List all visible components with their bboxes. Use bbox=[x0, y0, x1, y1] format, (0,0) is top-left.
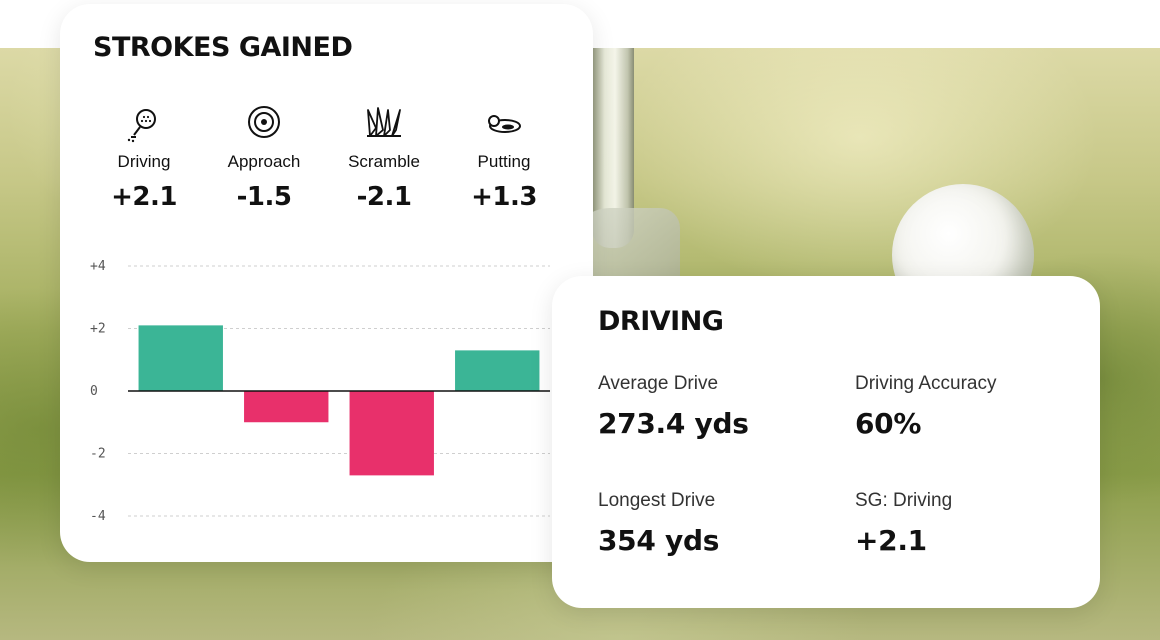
category-putting: Putting +1.3 bbox=[449, 104, 559, 212]
category-value: -1.5 bbox=[236, 182, 292, 212]
stat-label: SG: Driving bbox=[855, 490, 953, 511]
bar-chart: +4 +2 0 -2 -4 bbox=[90, 259, 550, 524]
stat-value: 354 yds bbox=[598, 524, 720, 557]
stat-sg-driving: SG: Driving +2.1 bbox=[855, 490, 952, 557]
y-tick-label: +2 bbox=[90, 322, 106, 337]
driving-title: DRIVING bbox=[598, 306, 724, 337]
strokes-gained-card: STROKES GAINED Driving +2.1 bbox=[60, 4, 593, 562]
category-driving: Driving +2.1 bbox=[89, 104, 199, 212]
stat-label: Longest Drive bbox=[598, 490, 716, 511]
bar-putting bbox=[455, 350, 540, 391]
stat-longest-drive: Longest Drive 354 yds bbox=[598, 490, 719, 557]
bar-driving bbox=[138, 325, 223, 391]
putting-hole-icon bbox=[484, 104, 524, 144]
stat-value: +2.1 bbox=[855, 524, 927, 557]
target-icon bbox=[244, 104, 284, 144]
category-value: +1.3 bbox=[471, 182, 537, 212]
stat-label: Driving Accuracy bbox=[855, 373, 997, 394]
strokes-gained-chart: +4 +2 0 -2 -4 bbox=[90, 254, 560, 539]
category-value: +2.1 bbox=[111, 182, 177, 212]
strokes-gained-title: STROKES GAINED bbox=[93, 32, 353, 63]
category-value: -2.1 bbox=[356, 182, 412, 212]
stat-average-drive: Average Drive 273.4 yds bbox=[598, 373, 749, 440]
category-label: Driving bbox=[117, 152, 171, 171]
tee-ball-icon bbox=[124, 104, 164, 144]
category-scramble: Scramble -2.1 bbox=[329, 104, 439, 212]
category-label: Approach bbox=[227, 152, 301, 171]
driving-card: DRIVING Average Drive 273.4 yds Driving … bbox=[552, 276, 1100, 608]
y-tick-label: -4 bbox=[90, 509, 106, 524]
category-label: Scramble bbox=[348, 152, 420, 171]
stat-label: Average Drive bbox=[598, 373, 719, 394]
bar-approach bbox=[244, 391, 329, 423]
stat-value: 60% bbox=[855, 407, 922, 440]
stat-value: 273.4 yds bbox=[598, 407, 749, 440]
category-approach: Approach -1.5 bbox=[209, 104, 319, 212]
stat-driving-accuracy: Driving Accuracy 60% bbox=[855, 373, 997, 440]
category-label: Putting bbox=[477, 152, 531, 171]
bar-scramble bbox=[349, 391, 434, 476]
y-tick-label: +4 bbox=[90, 259, 106, 274]
y-tick-label: -2 bbox=[90, 447, 106, 462]
grass-icon bbox=[364, 104, 404, 144]
y-tick-label: 0 bbox=[90, 384, 98, 399]
